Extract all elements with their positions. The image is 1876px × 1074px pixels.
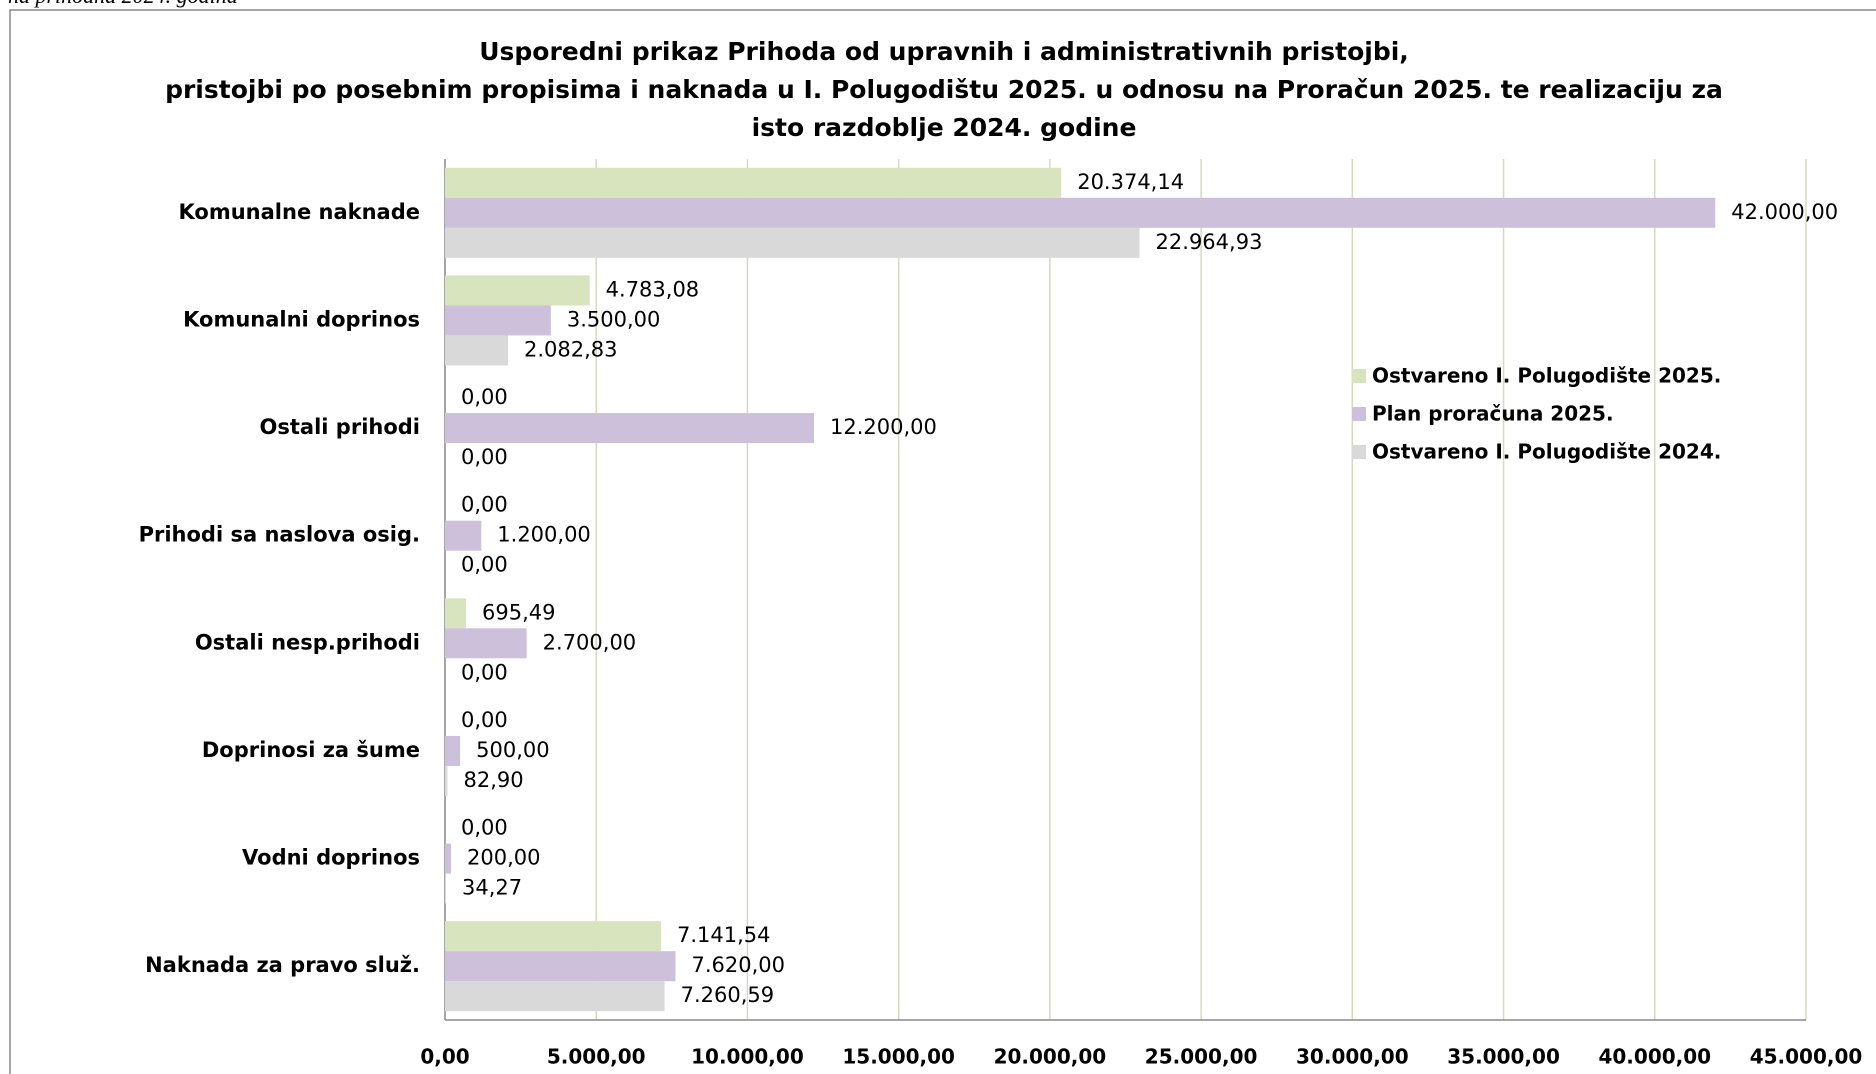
y-tick-label: Prihodi sa naslova osig. — [139, 523, 420, 547]
y-tick-label: Ostali prihodi — [260, 415, 420, 439]
data-label: 0,00 — [461, 553, 508, 577]
data-label: 0,00 — [461, 660, 508, 684]
legend-swatch — [1352, 445, 1366, 459]
bar — [445, 197, 1716, 228]
x-tick-label: 40.000,00 — [1598, 1045, 1711, 1069]
chart-title: pristojbi po posebnim propisima i naknad… — [165, 75, 1723, 104]
data-label: 0,00 — [461, 816, 508, 840]
bar — [445, 227, 1140, 258]
legend-label: Ostvareno I. Polugodište 2024. — [1372, 440, 1721, 464]
data-label: 0,00 — [461, 385, 508, 409]
data-label: 0,00 — [461, 708, 508, 732]
data-label: 695,49 — [482, 600, 555, 624]
legend-swatch — [1352, 369, 1366, 383]
bar — [445, 305, 551, 336]
data-label: 12.200,00 — [830, 415, 937, 439]
bar — [445, 873, 447, 904]
chart-title: Usporedni prikaz Prihoda od upravnih i a… — [479, 37, 1409, 66]
bar — [445, 951, 676, 982]
bar — [445, 765, 448, 796]
bar — [445, 628, 527, 659]
x-tick-label: 35.000,00 — [1447, 1045, 1560, 1069]
x-tick-label: 20.000,00 — [994, 1045, 1107, 1069]
x-tick-label: 25.000,00 — [1145, 1045, 1258, 1069]
bar — [445, 413, 814, 444]
legend-label: Ostvareno I. Polugodište 2025. — [1372, 364, 1721, 388]
data-label: 500,00 — [476, 738, 549, 762]
data-label: 82,90 — [464, 768, 524, 792]
x-tick-label: 0,00 — [420, 1045, 469, 1069]
bar — [445, 275, 590, 306]
chart-frame — [9, 9, 1876, 1074]
data-label: 34,27 — [462, 876, 522, 900]
data-label: 20.374,14 — [1077, 170, 1184, 194]
data-label: 3.500,00 — [567, 307, 661, 331]
data-label: 0,00 — [461, 493, 508, 517]
data-label: 7.620,00 — [691, 953, 785, 977]
data-label: 22.964,93 — [1156, 230, 1263, 254]
data-label: 7.141,54 — [677, 923, 771, 947]
caption: na prihodna 2024. godina — [8, 0, 238, 8]
bar — [445, 167, 1062, 198]
chart-title: isto razdoblje 2024. godine — [752, 113, 1137, 142]
data-label: 7.260,59 — [681, 983, 775, 1007]
data-label: 4.783,08 — [606, 277, 700, 301]
legend-label: Plan proračuna 2025. — [1372, 402, 1614, 426]
bar — [445, 735, 461, 766]
y-tick-label: Doprinosi za šume — [202, 738, 420, 762]
bar — [445, 520, 482, 551]
data-label: 0,00 — [461, 445, 508, 469]
data-label: 2.082,83 — [524, 337, 618, 361]
x-tick-label: 10.000,00 — [691, 1045, 804, 1069]
bar — [445, 843, 452, 874]
x-tick-label: 45.000,00 — [1750, 1045, 1863, 1069]
x-tick-label: 15.000,00 — [842, 1045, 955, 1069]
bar — [445, 598, 467, 629]
data-label: 2.700,00 — [543, 630, 637, 654]
bar — [445, 981, 665, 1012]
data-label: 1.200,00 — [497, 523, 591, 547]
bar — [445, 335, 508, 366]
y-tick-label: Komunalne naknade — [179, 200, 420, 224]
y-tick-label: Naknada za pravo služ. — [145, 953, 420, 977]
data-label: 200,00 — [467, 846, 540, 870]
y-tick-label: Ostali nesp.prihodi — [195, 630, 420, 654]
x-tick-label: 30.000,00 — [1296, 1045, 1409, 1069]
x-tick-label: 5.000,00 — [547, 1045, 646, 1069]
data-label: 42.000,00 — [1731, 200, 1838, 224]
y-tick-label: Komunalni doprinos — [183, 307, 420, 331]
bar — [445, 921, 661, 952]
y-tick-label: Vodni doprinos — [242, 846, 420, 870]
legend-swatch — [1352, 407, 1366, 421]
